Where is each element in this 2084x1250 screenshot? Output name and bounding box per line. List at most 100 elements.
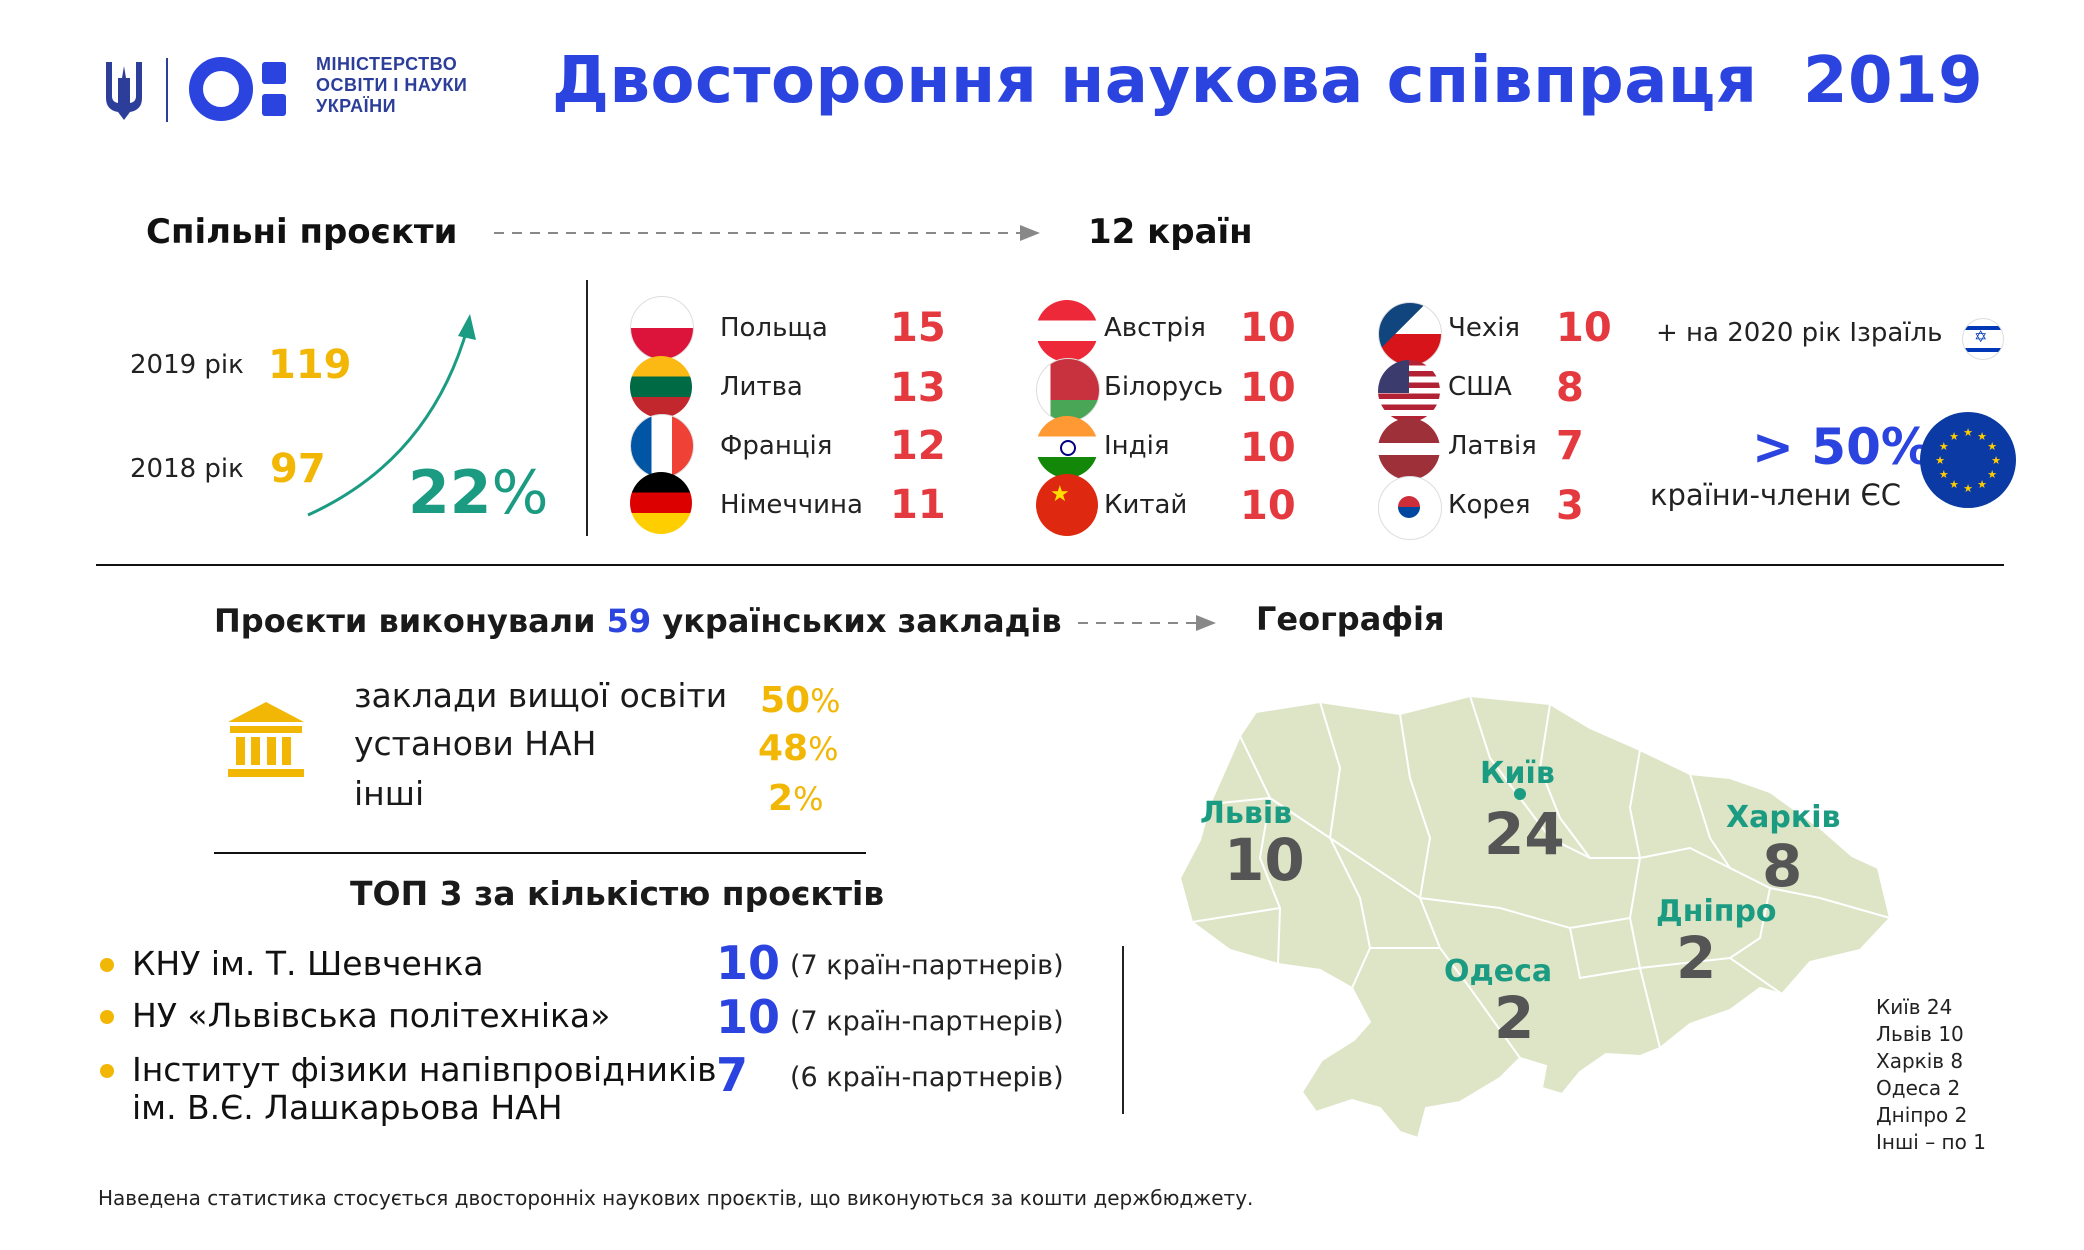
map-legend-item: Інші – по 1 [1876,1130,1986,1154]
country-name: Польща [720,313,828,343]
eu-star-icon: ★ [1977,430,1987,443]
map-city-label: Дніпро [1656,894,1777,929]
logo-divider [166,58,168,122]
year-2018-value: 97 [270,446,326,492]
ukraine-map [1178,694,1892,1140]
country-value: 10 [1240,483,1296,529]
growth-value: 22 [408,458,492,528]
top3-item-name: Інститут фізики напівпровідників [132,1050,717,1089]
country-name: Білорусь [1104,372,1224,402]
israel-star-icon: ✡ [1974,327,1988,346]
eu-share-value: > 50% [1752,418,1931,476]
dashed-arrow-icon [1078,615,1216,631]
map-city-value: 8 [1762,832,1803,900]
inst-row-label: установи НАН [354,724,597,763]
inst-row-number: 48 [758,728,809,769]
ministry-name: МІНІСТЕРСТВО ОСВІТИ І НАУКИ УКРАЇНИ [316,54,467,117]
eu-stars: ★★★★★★★★★ ★ ★★ [1935,426,2001,495]
usa-flag-icon [1378,360,1440,422]
map-legend-item: Київ 24 [1876,995,1953,1019]
eu-star-icon: ★ [1949,430,1959,443]
ministry-name-line3: УКРАЇНИ [316,96,397,116]
year-2019-value: 119 [268,342,352,388]
footnote: Наведена статистика стосується двосторон… [98,1186,1254,1210]
inst-row-number: 50 [760,680,811,721]
eu-star-icon: ★ [1977,478,1987,491]
map-legend-item: Одеса 2 [1876,1076,1961,1100]
section-divider [96,564,2004,566]
top3-item-name-line2: ім. В.Є. Лашкарьова НАН [132,1088,563,1127]
dashed-arrow-icon [494,225,1040,241]
eu-star-icon: ★ [1949,478,1959,491]
eu-star-icon: ★ [1987,468,1997,481]
france-flag-icon [630,414,694,478]
map-city-label: Львів [1200,796,1293,831]
country-name: Китай [1104,490,1188,520]
country-value: 15 [890,305,946,351]
ministry-name-line2: ОСВІТИ І НАУКИ [316,75,468,95]
country-name: США [1448,372,1512,402]
inst-row-value: 48% [758,728,839,769]
map-city-value: 2 [1676,924,1717,992]
map-legend-item: Харків 8 [1876,1049,1964,1073]
country-value: 7 [1556,423,1584,469]
map-city-value: 10 [1224,826,1305,894]
country-name: Чехія [1448,313,1521,343]
map-legend-item: Дніпро 2 [1876,1103,1968,1127]
inst-row-unit: % [793,780,824,818]
top3-item-name: КНУ ім. Т. Шевченка [132,944,484,983]
country-value: 3 [1556,483,1584,529]
institutions-divider [214,852,866,854]
map-city-label: Харків [1726,800,1841,835]
lithuania-flag-icon [630,356,692,418]
top3-divider [1122,946,1124,1114]
inst-row-number: 2 [768,778,794,819]
geography-heading: Географія [1256,600,1445,638]
bullet-icon [100,958,114,972]
country-value: 13 [890,365,946,411]
map-city-label: Київ [1480,756,1555,791]
country-value: 10 [1240,365,1296,411]
latvia-flag-icon [1378,418,1440,480]
growth-arrow-icon [307,314,476,517]
inst-row-label: інші [354,774,425,813]
ukraine-trident-icon [106,62,142,120]
inst-row-label: заклади вищої освіти [354,676,728,715]
institutions-heading-pre: Проєкти виконували [214,602,596,640]
map-legend-item: Львів 10 [1876,1022,1964,1046]
belarus-flag-icon [1036,358,1100,422]
china-star-icon: ★ [1050,482,1070,507]
map-city-value: 24 [1484,800,1565,868]
eu-star-icon: ★ [1963,482,1973,495]
top3-item-partners: (7 країн-партнерів) [790,1006,1064,1037]
germany-flag-icon [630,472,692,534]
map-city-value: 2 [1494,984,1535,1052]
top3-heading: ТОП 3 за кількістю проєктів [350,874,885,913]
university-building-icon [228,702,304,777]
year-2018-label: 2018 рік [130,454,244,484]
eu-share-label: країни-члени ЄС [1650,478,1902,512]
growth-percent: 22% [408,458,549,528]
austria-flag-icon [1036,300,1098,362]
korea-taegeuk-icon [1398,496,1420,518]
countries-total: 12 країн [1088,212,1253,252]
ministry-name-line1: МІНІСТЕРСТВО [316,54,458,74]
top3-item-value: 10 [716,990,781,1044]
year-2019-label: 2019 рік [130,350,244,380]
bullet-icon [100,1064,114,1078]
top3-item-value: 7 [716,1048,749,1102]
china-flag-icon [1036,474,1098,536]
top3-item-value: 10 [716,936,781,990]
bullet-icon [100,1010,114,1024]
country-value: 8 [1556,365,1584,411]
country-value: 10 [1556,305,1612,351]
institutions-count: 59 [606,602,652,640]
czech-flag-icon [1378,302,1442,366]
country-name: Австрія [1104,313,1206,343]
country-value: 10 [1240,305,1296,351]
map-legend: Київ 24 Львів 10 Харків 8 Одеса 2 Дніпро… [1876,994,1986,1156]
country-value: 11 [890,482,946,528]
eu-star-icon: ★ [1987,440,1997,453]
eu-star-icon: ★ [1963,426,1973,439]
country-value: 10 [1240,425,1296,471]
